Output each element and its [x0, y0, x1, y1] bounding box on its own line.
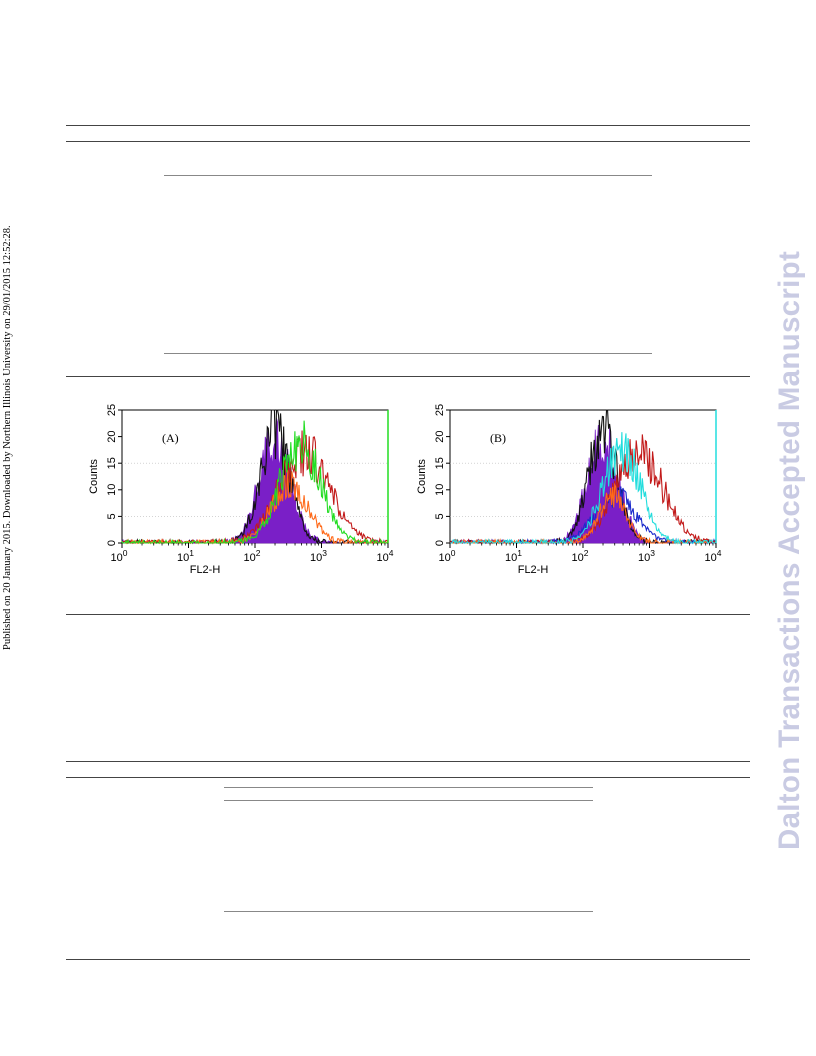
- x-tick-label: 103: [638, 548, 655, 564]
- x-tick-label: 101: [505, 548, 522, 564]
- y-tick-label: 25: [106, 404, 118, 416]
- y-tick-label: 5: [434, 513, 446, 519]
- x-tick-exponent: 2: [584, 548, 589, 558]
- published-download-note: Published on 20 January 2015. Downloaded…: [2, 225, 13, 650]
- table1-bottom-rule: [164, 353, 652, 354]
- x-tick-exponent: 1: [189, 548, 194, 558]
- x-tick-label: 102: [244, 548, 261, 564]
- figure-top-rule: [66, 376, 750, 377]
- x-tick-label: 103: [310, 548, 327, 564]
- x-tick-label: 102: [572, 548, 589, 564]
- histogram-series-line: [121, 470, 389, 545]
- panel-label: (A): [162, 431, 179, 445]
- top-rule-1: [66, 125, 750, 126]
- table2-header-rule: [224, 800, 593, 801]
- y-axis-label: Counts: [88, 459, 100, 494]
- table2-top-rule: [224, 787, 593, 788]
- x-tick-exponent: 3: [322, 548, 327, 558]
- section-rule-2: [66, 777, 750, 778]
- x-tick-exponent: 0: [123, 548, 128, 558]
- x-tick-exponent: 4: [717, 548, 722, 558]
- table2-bottom-rule: [224, 911, 593, 912]
- y-tick-label: 20: [434, 430, 446, 442]
- x-tick-label: 100: [439, 548, 456, 564]
- figure-bottom-rule: [66, 614, 750, 615]
- section-rule-1: [66, 761, 750, 762]
- y-tick-label: 10: [434, 484, 446, 496]
- x-tick-exponent: 3: [650, 548, 655, 558]
- x-tick-exponent: 1: [517, 548, 522, 558]
- y-tick-label: 0: [106, 540, 118, 546]
- x-axis-label: FL2-H: [518, 564, 549, 576]
- x-axis-label: FL2-H: [190, 564, 221, 576]
- x-tick-label: 100: [111, 548, 128, 564]
- histogram-panel-b: 0 5 10 15 20 25 100 101 102 103 104 FL2-H Counts (B): [410, 400, 730, 590]
- x-tick-label: 104: [377, 548, 394, 564]
- histogram-panel-a: 0 5 10 15 20 25 100 101 102 103 104 FL2-H Counts (A): [82, 400, 402, 590]
- y-tick-label: 5: [106, 513, 118, 519]
- x-tick-exponent: 4: [389, 548, 394, 558]
- histogram-series-line: [121, 420, 388, 545]
- y-tick-label: 0: [434, 540, 446, 546]
- y-tick-label: 15: [106, 457, 118, 469]
- x-tick-exponent: 0: [451, 548, 456, 558]
- accepted-manuscript-watermark: Dalton Transactions Accepted Manuscript: [773, 250, 806, 850]
- panel-label: (B): [490, 431, 506, 445]
- y-axis-label: Counts: [416, 459, 428, 494]
- y-tick-label: 20: [106, 430, 118, 442]
- top-rule-2: [66, 141, 750, 142]
- x-tick-label: 101: [177, 548, 194, 564]
- x-tick-label: 104: [705, 548, 722, 564]
- histogram-series-line: [450, 432, 716, 545]
- y-tick-label: 15: [434, 457, 446, 469]
- bottom-rule: [66, 959, 750, 960]
- table1-top-rule: [164, 175, 652, 176]
- y-tick-label: 25: [434, 404, 446, 416]
- x-tick-exponent: 2: [256, 548, 261, 558]
- y-tick-label: 10: [106, 484, 118, 496]
